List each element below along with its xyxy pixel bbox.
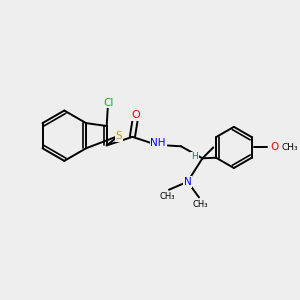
Text: S: S [116,131,122,141]
Text: H: H [191,152,198,161]
Text: O: O [270,142,278,152]
Text: Cl: Cl [103,98,113,107]
Text: CH₃: CH₃ [160,192,175,201]
Text: O: O [131,110,140,120]
Text: NH: NH [150,138,166,148]
Text: N: N [184,177,191,187]
Text: CH₃: CH₃ [282,143,298,152]
Text: CH₃: CH₃ [193,200,208,209]
